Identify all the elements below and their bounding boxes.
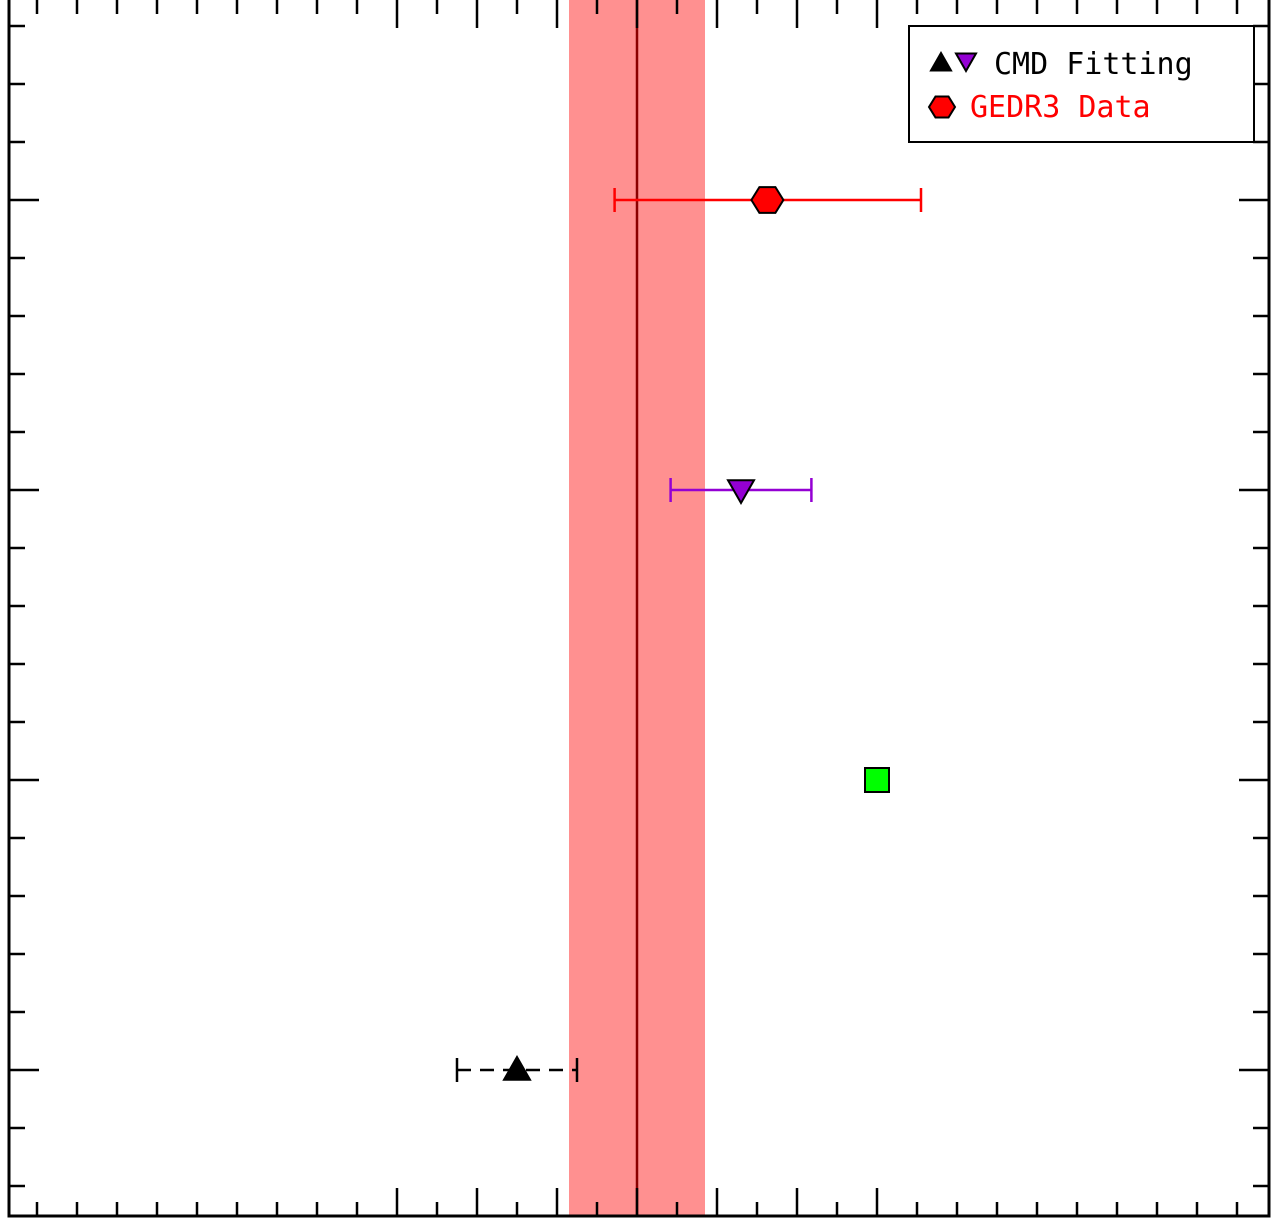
legend-label-cmd-fitting: CMD Fitting xyxy=(994,47,1193,82)
legend-marker-hexagon xyxy=(927,95,957,119)
data-point-square-2 xyxy=(864,767,890,793)
legend-box xyxy=(908,25,1255,143)
data-point-hexagon-0 xyxy=(750,186,785,214)
legend-marker-triangle-up xyxy=(929,50,953,72)
legend-marker-triangle-down xyxy=(954,52,978,74)
legend-label-gedr3-data: GEDR3 Data xyxy=(970,90,1151,125)
legend: CMD Fitting GEDR3 Data xyxy=(908,25,1255,143)
plot-frame xyxy=(7,0,1271,1218)
data-point-triangle-up-3 xyxy=(502,1054,532,1081)
data-point-triangle-down-1 xyxy=(726,479,756,506)
